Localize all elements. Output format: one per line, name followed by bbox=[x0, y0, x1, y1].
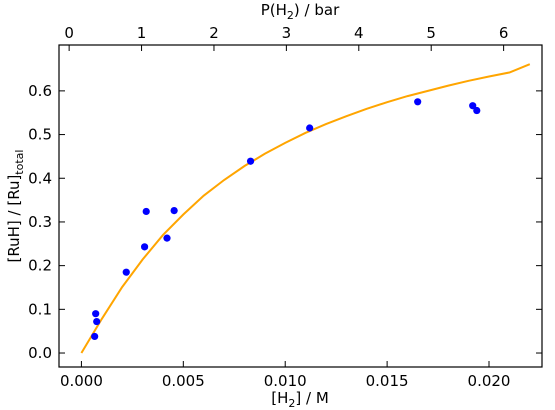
data-point bbox=[93, 317, 101, 326]
data-marks bbox=[80, 63, 531, 354]
data-point bbox=[414, 98, 422, 106]
top-x-tick-label: 1 bbox=[137, 24, 147, 42]
y-tick-label: 0.0 bbox=[28, 344, 52, 362]
top-x-tick-label: 6 bbox=[499, 24, 509, 42]
top-x-tick-label: 0 bbox=[64, 24, 74, 42]
data-point bbox=[122, 268, 130, 276]
data-point bbox=[306, 124, 314, 132]
x-axis: 0.000 0.005 0.010 0.015 0.020 bbox=[60, 361, 511, 390]
y-tick-label: 0.2 bbox=[28, 257, 52, 275]
plot-area bbox=[58, 44, 543, 368]
y-axis-label: [RuH] / [Ru]total bbox=[5, 150, 26, 263]
x-tick-label: 0.020 bbox=[468, 372, 511, 390]
data-point bbox=[246, 157, 255, 165]
y-axis: 0.0 0.1 0.2 0.3 0.4 0.5 0.6 bbox=[28, 82, 542, 362]
data-point bbox=[469, 102, 477, 110]
y-tick-label: 0.1 bbox=[28, 300, 52, 318]
top-x-axis-label: P(H2) / bar bbox=[261, 1, 340, 22]
data-point bbox=[92, 310, 100, 318]
top-x-tick-label: 4 bbox=[354, 24, 364, 42]
top-x-tick-label: 5 bbox=[426, 24, 436, 42]
x-tick-label: 0.000 bbox=[60, 372, 103, 390]
y-tick-label: 0.3 bbox=[28, 213, 52, 231]
data-point bbox=[142, 207, 150, 216]
data-point bbox=[170, 206, 178, 215]
fit-curve bbox=[80, 63, 531, 354]
plot-frame bbox=[58, 44, 543, 368]
x-tick-label: 0.015 bbox=[366, 372, 409, 390]
data-point bbox=[473, 106, 481, 115]
y-tick-label: 0.4 bbox=[28, 169, 52, 187]
top-x-tick-label: 3 bbox=[282, 24, 292, 42]
x-tick-label: 0.005 bbox=[162, 372, 205, 390]
data-point bbox=[91, 332, 99, 341]
x-tick-label: 0.010 bbox=[264, 372, 307, 390]
data-point bbox=[140, 243, 149, 251]
x-axis-label: [H2] / M bbox=[271, 389, 329, 410]
top-x-tick-label: 2 bbox=[209, 24, 219, 42]
y-tick-label: 0.6 bbox=[28, 82, 52, 100]
y-tick-label: 0.5 bbox=[28, 126, 52, 144]
top-x-axis: 0 1 2 3 4 5 6 bbox=[64, 24, 508, 51]
data-point bbox=[163, 234, 171, 242]
